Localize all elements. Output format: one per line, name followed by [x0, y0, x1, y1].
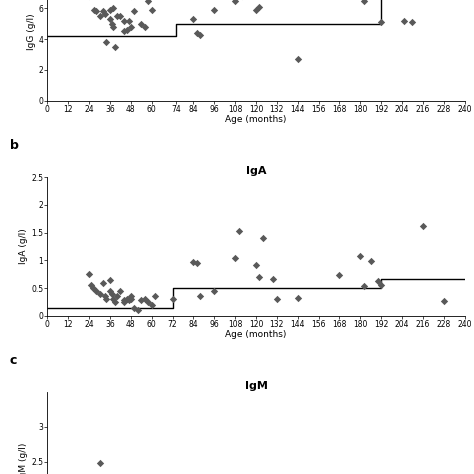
Point — [137, 20, 145, 27]
Point — [409, 18, 416, 26]
Point — [273, 295, 281, 303]
Point — [96, 459, 103, 467]
Point — [106, 15, 114, 23]
Point — [252, 261, 260, 269]
Point — [120, 27, 128, 35]
Point — [400, 17, 408, 25]
Point — [137, 297, 145, 304]
Point — [111, 298, 119, 306]
Point — [96, 12, 103, 20]
Point — [360, 283, 367, 290]
Point — [235, 227, 242, 235]
Point — [141, 23, 148, 31]
Point — [109, 295, 117, 303]
Point — [148, 301, 155, 309]
Point — [210, 287, 218, 295]
Point — [106, 276, 114, 283]
Point — [117, 287, 124, 295]
Text: c: c — [10, 354, 17, 367]
Point — [141, 295, 148, 303]
Point — [124, 295, 131, 303]
Point — [169, 295, 176, 303]
Point — [92, 8, 100, 15]
Point — [367, 258, 374, 265]
Point — [127, 23, 135, 31]
Point — [134, 307, 142, 314]
Point — [231, 254, 239, 261]
Point — [103, 38, 110, 46]
Point — [377, 18, 385, 26]
X-axis label: Age (months): Age (months) — [225, 115, 287, 124]
Point — [108, 20, 116, 27]
Title: IgA: IgA — [246, 166, 266, 176]
Point — [127, 295, 135, 303]
Point — [252, 6, 260, 14]
Point — [374, 278, 382, 285]
Point — [92, 287, 100, 295]
Point — [130, 8, 138, 15]
Point — [127, 292, 135, 300]
Point — [294, 55, 301, 63]
Point — [148, 6, 155, 14]
Point — [255, 273, 263, 281]
Point — [190, 15, 197, 23]
Point — [117, 12, 124, 20]
Point — [109, 5, 117, 12]
Point — [101, 292, 109, 300]
Point — [106, 6, 114, 14]
Title: IgM: IgM — [245, 382, 267, 392]
Point — [113, 12, 121, 20]
Point — [145, 298, 152, 306]
Point — [96, 290, 103, 298]
Point — [193, 259, 201, 267]
Point — [356, 253, 364, 260]
Y-axis label: IgM (g/l): IgM (g/l) — [19, 443, 28, 474]
Point — [99, 279, 107, 286]
Point — [89, 284, 96, 292]
Point — [151, 292, 159, 300]
Point — [145, 0, 152, 4]
Point — [419, 222, 427, 230]
Point — [259, 234, 267, 242]
Point — [120, 297, 128, 304]
Point — [125, 17, 133, 25]
Point — [190, 258, 197, 266]
Point — [270, 275, 277, 283]
Y-axis label: IgA (g/l): IgA (g/l) — [19, 228, 28, 264]
Text: b: b — [10, 139, 19, 152]
Point — [130, 304, 138, 311]
Point — [106, 287, 114, 295]
Point — [377, 282, 385, 289]
Point — [231, 0, 239, 4]
Point — [91, 6, 98, 14]
Point — [440, 297, 447, 305]
Point — [111, 43, 119, 51]
X-axis label: Age (months): Age (months) — [225, 330, 287, 339]
Point — [113, 292, 121, 300]
Point — [336, 272, 343, 279]
Point — [99, 8, 107, 15]
Point — [103, 295, 110, 303]
Point — [85, 271, 93, 278]
Point — [255, 3, 263, 10]
Point — [120, 298, 128, 306]
Y-axis label: IgG (g/l): IgG (g/l) — [27, 13, 36, 50]
Point — [210, 6, 218, 14]
Point — [197, 292, 204, 300]
Point — [108, 290, 116, 298]
Point — [87, 282, 95, 289]
Point — [124, 26, 131, 34]
Point — [193, 29, 201, 37]
Point — [197, 31, 204, 38]
Point — [125, 297, 133, 304]
Point — [109, 23, 117, 31]
Point — [294, 294, 301, 302]
Point — [101, 11, 109, 18]
Point — [360, 0, 367, 4]
Point — [120, 17, 128, 25]
